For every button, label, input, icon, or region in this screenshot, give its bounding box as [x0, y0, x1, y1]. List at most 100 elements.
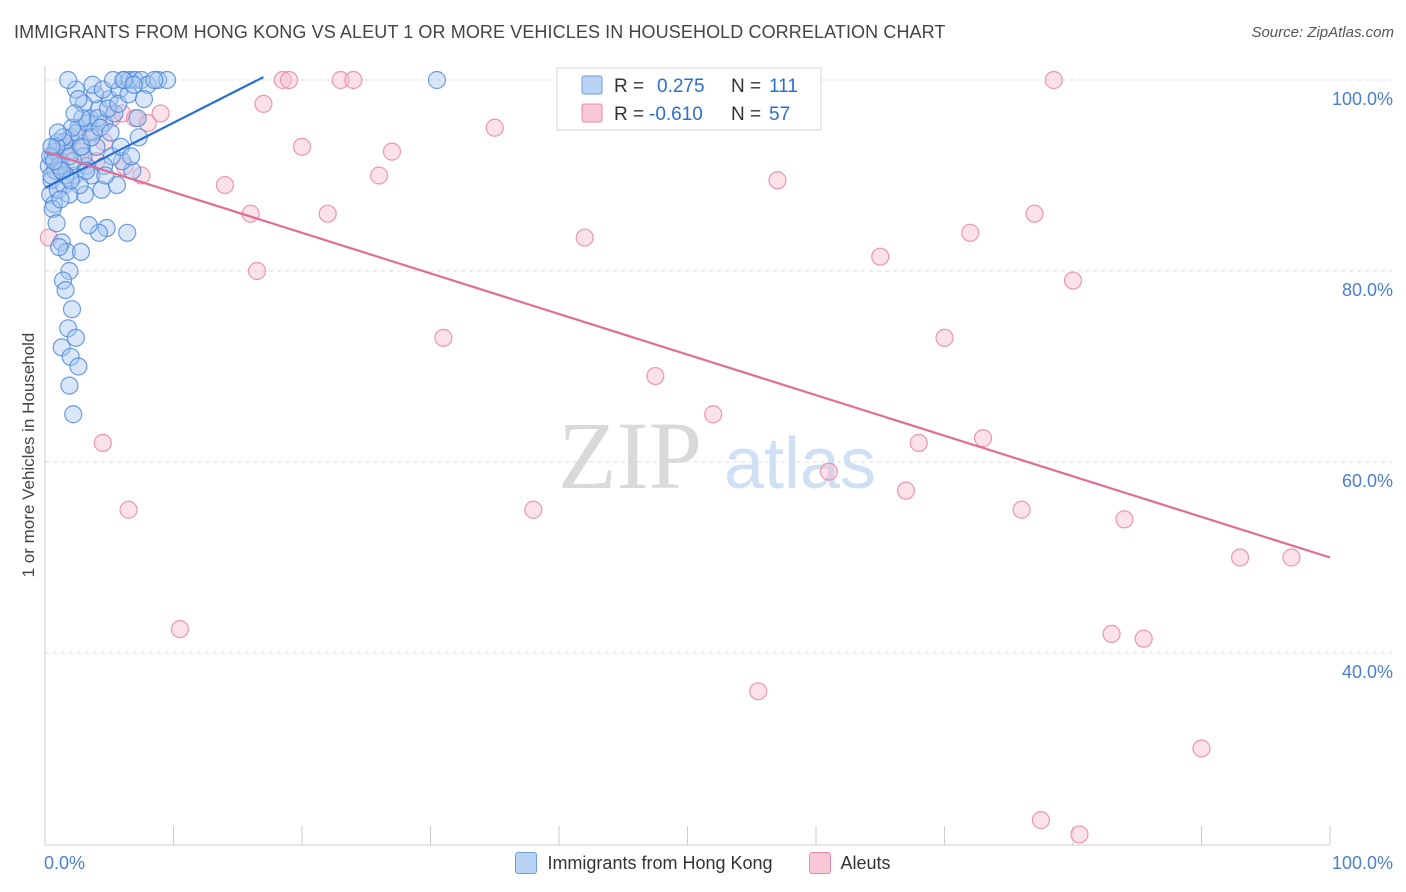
aleuts-point-16 [273, 70, 292, 90]
legend-swatch-blue [515, 852, 538, 874]
legend-entry-hong-kong[interactable]: Immigrants from Hong Kong [515, 852, 773, 874]
y-tick-label-80: 80.0% [1342, 280, 1393, 300]
aleuts-point-52 [1192, 739, 1211, 758]
aleuts-point-40 [896, 481, 916, 500]
source-label: Source: ZipAtlas.com [1251, 24, 1394, 41]
aleuts-point-56 [318, 204, 337, 223]
aleuts-point-49 [749, 682, 768, 701]
aleuts-point-51 [1134, 629, 1153, 648]
aleuts-point-42 [1115, 510, 1134, 529]
stats-r-label-pink: R = [614, 104, 644, 125]
grid-lines [45, 79, 1392, 654]
stats-r-value-pink: -0.610 [649, 104, 703, 125]
hong-kong-point-83 [104, 70, 123, 90]
y-tick-label-60: 60.0% [1342, 471, 1393, 491]
aleuts-points [39, 70, 1301, 844]
legend-swatch-pink [808, 852, 831, 874]
hong-kong-point-36 [47, 214, 66, 233]
stats-n-label-pink: N = [731, 104, 761, 125]
aleuts-trend-line [44, 150, 1331, 559]
aleuts-point-36 [704, 405, 723, 424]
hong-kong-point-39 [50, 238, 69, 257]
hong-kong-point-43 [56, 281, 75, 300]
trend-lines [44, 76, 1331, 559]
aleuts-point-10 [138, 113, 157, 133]
hong-kong-point-44 [62, 300, 82, 319]
aleuts-point-17 [280, 70, 299, 90]
hong-kong-point-108 [65, 104, 84, 123]
aleuts-point-46 [93, 433, 112, 452]
aleuts-point-54 [1070, 825, 1089, 844]
aleuts-point-21 [292, 137, 312, 156]
hong-kong-points [39, 70, 447, 424]
aleuts-point-44 [1282, 548, 1301, 567]
hong-kong-point-54 [79, 216, 98, 235]
hong-kong-point-79 [59, 70, 78, 90]
aleuts-point-20 [382, 142, 402, 161]
hong-kong-point-60 [112, 152, 132, 171]
hong-kong-point-56 [75, 185, 94, 204]
legend-label-hong-kong: Immigrants from Hong Kong [547, 852, 773, 873]
hong-kong-point-29 [128, 109, 147, 128]
stats-n-value-blue: 111 [769, 76, 798, 97]
aleuts-point-27 [575, 228, 594, 247]
stats-swatch-blue [581, 75, 603, 95]
hong-kong-point-35 [43, 199, 62, 219]
hong-kong-point-51 [64, 405, 83, 424]
aleuts-point-48 [170, 620, 190, 639]
aleuts-point-31 [1044, 70, 1063, 90]
aleuts-point-50 [1102, 624, 1121, 644]
aleuts-point-37 [973, 429, 993, 448]
axes [44, 66, 1331, 846]
hong-kong-point-87 [145, 70, 164, 90]
hong-kong-point-84 [114, 70, 133, 90]
chart-title: IMMIGRANTS FROM HONG KONG VS ALEUT 1 OR … [14, 22, 946, 42]
series-legend: Immigrants from Hong Kong Aleuts [0, 852, 1406, 874]
hong-kong-point-49 [69, 357, 88, 376]
stats-n-label-blue: N = [731, 76, 761, 97]
y-tick-label-40: 40.0% [1342, 662, 1393, 682]
aleuts-point-34 [434, 328, 453, 347]
aleuts-point-15 [254, 94, 273, 113]
hong-kong-point-98 [101, 123, 120, 142]
hong-kong-point-53 [89, 223, 109, 242]
aleuts-point-11 [151, 104, 170, 123]
aleuts-point-33 [935, 328, 954, 347]
hong-kong-point-100 [121, 147, 141, 166]
aleuts-point-19 [344, 70, 363, 90]
hong-kong-point-66 [51, 190, 70, 209]
y-tick-label-100: 100.0% [1332, 89, 1393, 109]
x-tick-label-0: 0.0% [44, 853, 85, 873]
hong-kong-point-37 [52, 233, 71, 252]
legend-entry-aleuts[interactable]: Aleuts [808, 852, 891, 874]
aleuts-point-38 [909, 433, 928, 452]
hong-kong-point-55 [118, 223, 137, 242]
aleuts-point-43 [1230, 548, 1250, 567]
watermark-zip: ZIP [558, 402, 702, 509]
hong-kong-point-45 [59, 319, 78, 338]
hong-kong-point-86 [134, 89, 154, 109]
aleuts-point-22 [370, 166, 389, 185]
hong-kong-point-46 [66, 328, 85, 347]
hong-kong-point-30 [87, 137, 106, 156]
hong-kong-point-97 [91, 118, 110, 137]
hong-kong-point-80 [69, 89, 88, 109]
aleuts-point-32 [1063, 271, 1083, 290]
hong-kong-point-73 [98, 99, 118, 118]
aleuts-point-39 [819, 462, 838, 481]
hong-kong-point-81 [83, 75, 102, 94]
hong-kong-point-107 [48, 123, 67, 142]
aleuts-point-30 [1025, 204, 1044, 223]
aleuts-point-55 [524, 500, 543, 519]
aleuts-point-35 [646, 366, 665, 386]
hong-kong-point-110 [427, 70, 447, 90]
aleuts-point-24 [485, 118, 504, 137]
aleuts-point-29 [961, 223, 980, 242]
watermark-atlas: atlas [724, 424, 876, 504]
aleuts-point-47 [119, 500, 138, 519]
hong-kong-point-65 [60, 185, 79, 204]
stats-r-label-blue: R = [614, 76, 644, 97]
x-tick-label-100: 100.0% [1332, 853, 1393, 873]
hong-kong-point-50 [60, 376, 79, 395]
